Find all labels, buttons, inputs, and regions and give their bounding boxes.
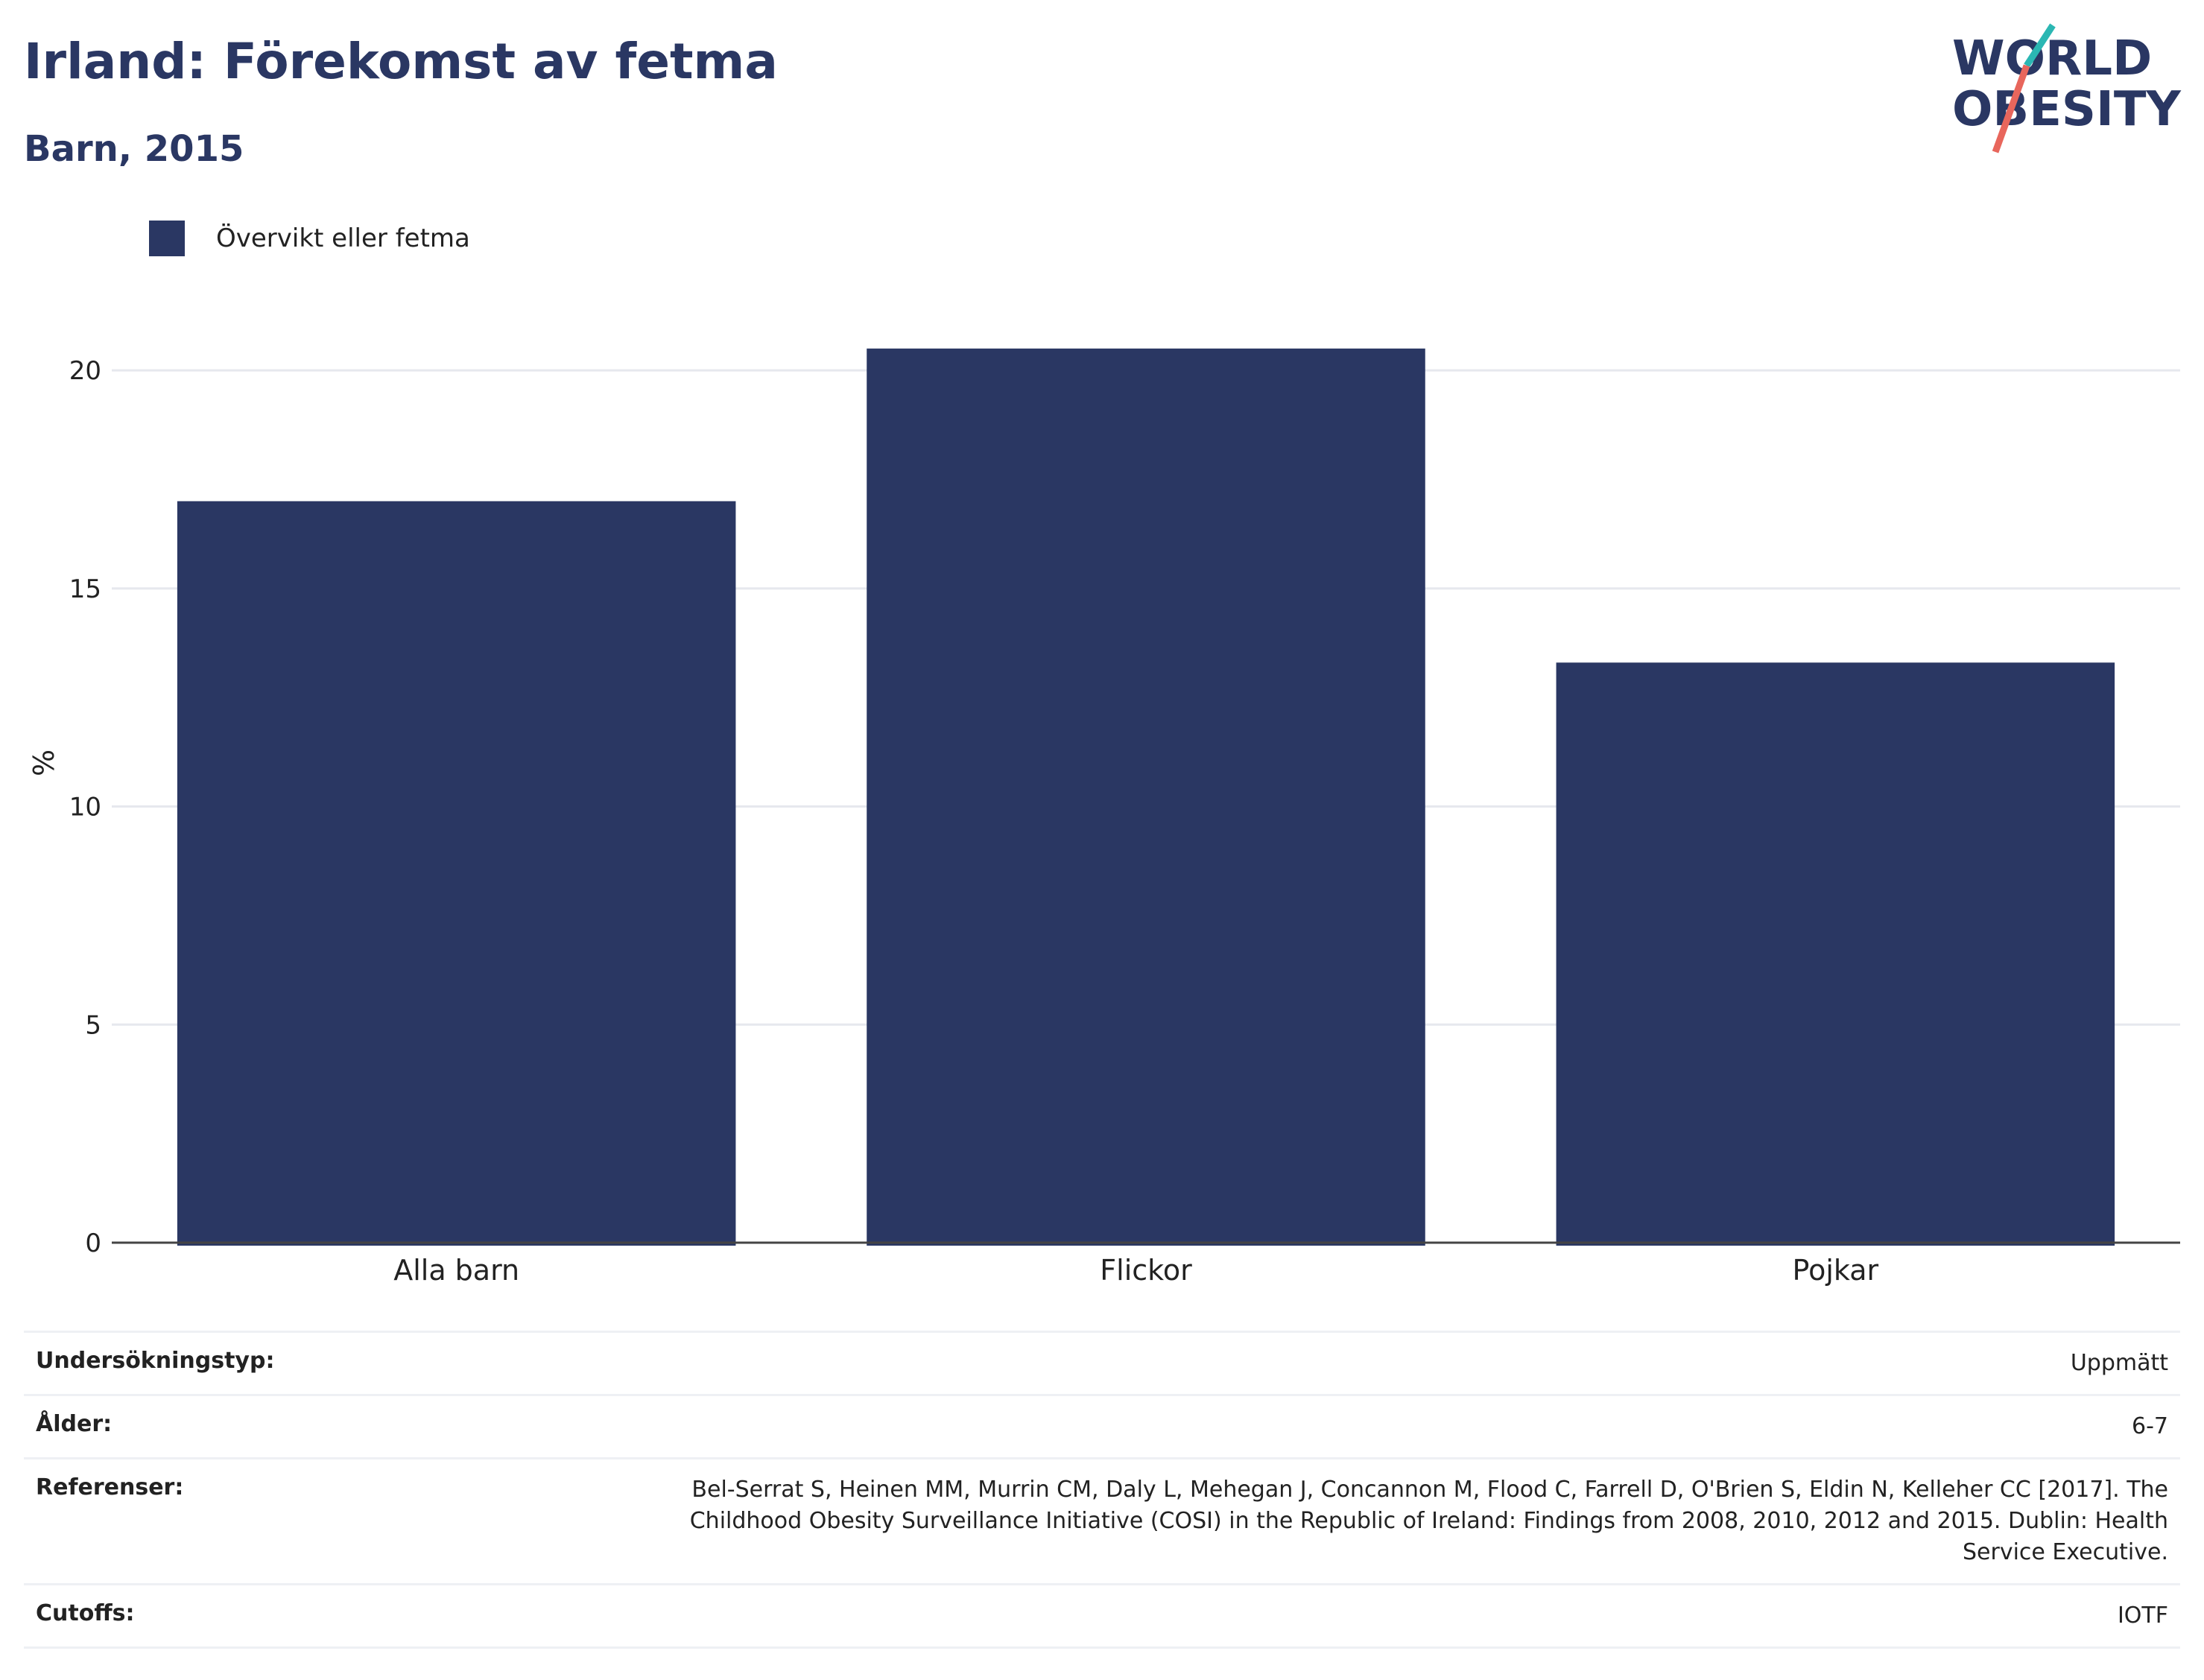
meta-row-references: Referenser: Bel-Serrat S, Heinen MM, Mur… <box>24 1457 2180 1583</box>
y-tick-label: 5 <box>85 1010 101 1040</box>
meta-value: IOTF <box>2117 1603 2168 1629</box>
logo-line2: OBESITY <box>1952 82 2181 137</box>
y-axis-label: % <box>28 749 60 776</box>
chart-title: Irland: Förekomst av fetma <box>24 33 778 90</box>
y-tick-label: 15 <box>69 574 101 604</box>
meta-key: Cutoffs: <box>36 1600 135 1626</box>
chart-subtitle: Barn, 2015 <box>24 128 244 170</box>
bar-chart: 0 5 10 15 20% Alla barn Flickor Pojkar <box>28 348 2180 1287</box>
bar-flickor <box>867 348 1425 1246</box>
meta-row-survey-type: Undersökningstyp: Uppmätt <box>24 1331 2180 1394</box>
legend-swatch <box>149 221 185 256</box>
x-tick-label: Alla barn <box>393 1254 519 1287</box>
meta-value: Uppmätt <box>2070 1350 2168 1376</box>
bar-alla-barn <box>177 501 736 1246</box>
meta-value: 6-7 <box>2132 1413 2168 1439</box>
logo-slash-teal <box>2024 23 2056 68</box>
y-tick-label: 10 <box>69 793 101 822</box>
x-tick-label: Flickor <box>1100 1254 1192 1287</box>
meta-value: Bel-Serrat S, Heinen MM, Murrin CM, Daly… <box>689 1477 2168 1565</box>
world-obesity-logo: WORLD OBESITY <box>1952 23 2181 153</box>
metadata-table: Undersökningstyp: Uppmätt Ålder: 6-7 Ref… <box>24 1331 2180 1649</box>
x-tick-label: Pojkar <box>1793 1254 1879 1287</box>
y-tick-label: 0 <box>85 1229 101 1258</box>
logo-slash-coral <box>1992 64 2030 153</box>
y-tick-label: 20 <box>69 356 101 386</box>
meta-row-cutoffs: Cutoffs: IOTF <box>24 1583 2180 1649</box>
meta-key: Undersökningstyp: <box>36 1348 275 1374</box>
logo-line1: WORLD <box>1952 31 2152 86</box>
legend-label: Övervikt eller fetma <box>216 224 470 253</box>
legend[interactable]: Övervikt eller fetma <box>149 221 470 256</box>
meta-key: Referenser: <box>36 1474 184 1500</box>
meta-row-age: Ålder: 6-7 <box>24 1394 2180 1457</box>
bar-pojkar <box>1556 662 2115 1246</box>
meta-key: Ålder: <box>36 1411 113 1437</box>
